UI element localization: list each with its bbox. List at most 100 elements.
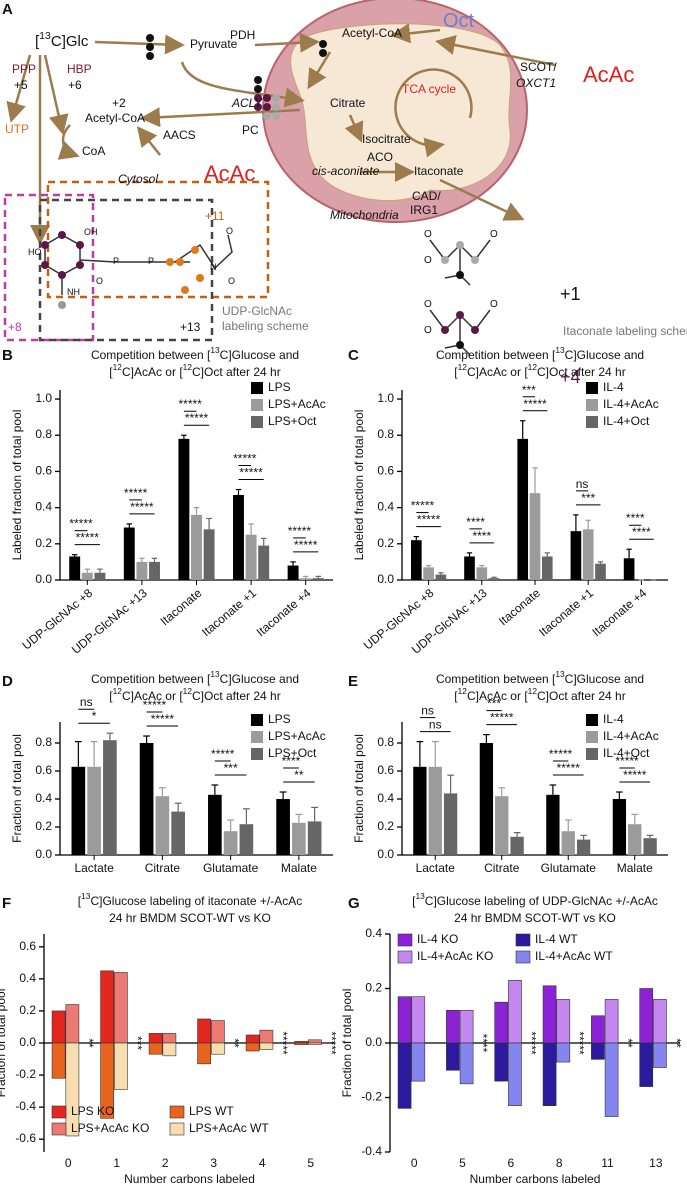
- chart-title: Competition between [13C]Glucose and: [91, 345, 299, 362]
- legend-label: IL-4+AcAc: [603, 729, 659, 743]
- atom: O: [424, 299, 432, 310]
- label: IRG1: [410, 203, 438, 217]
- x-tick-label: 3: [210, 1156, 217, 1170]
- bar: [114, 1042, 128, 1090]
- bar: [245, 1042, 260, 1052]
- x-tick-label: Itaconate +4: [590, 586, 650, 640]
- label: Cytosol: [118, 172, 158, 186]
- x-tick-label: Itaconate +4: [254, 586, 314, 640]
- arrow: [180, 61, 305, 108]
- bar: [312, 578, 324, 580]
- bar: [223, 831, 238, 855]
- legend-swatch: [251, 416, 263, 428]
- bar: [123, 527, 135, 580]
- significance-label: *****: [615, 754, 639, 768]
- y-tick-label: 0.2: [19, 1003, 36, 1017]
- legend-label: IL-4+Oct: [603, 746, 650, 760]
- arrow: [43, 54, 69, 135]
- label: cis-aconitate: [312, 164, 380, 178]
- bar: [494, 1001, 509, 1044]
- bar: [162, 1042, 177, 1057]
- bar: [595, 563, 606, 580]
- x-tick-label: Itaconate +1: [199, 586, 259, 640]
- bar: [259, 1042, 274, 1050]
- significance-label: **: [621, 1038, 635, 1048]
- bar: [612, 799, 627, 855]
- y-tick-label: 0.4: [377, 500, 394, 514]
- significance-label: *****: [417, 513, 441, 527]
- significance-label: *****: [69, 517, 93, 531]
- significance-label: *: [92, 709, 97, 723]
- bar: [294, 1042, 308, 1045]
- bar: [197, 1018, 211, 1044]
- bar: [542, 1042, 557, 1106]
- significance-label: *****: [143, 698, 167, 712]
- bar: [423, 567, 434, 580]
- legend-swatch: [586, 748, 598, 760]
- y-tick-label: 0.0: [19, 1035, 36, 1049]
- bar: [488, 578, 500, 580]
- legend-label: IL-4: [603, 380, 624, 394]
- bar: [178, 438, 190, 580]
- x-tick-label: Malate: [617, 861, 653, 875]
- legend-label: LPS KO: [71, 1104, 114, 1118]
- significance-label: *****: [411, 499, 435, 513]
- significance-label: *****: [239, 466, 263, 480]
- label: AACS: [163, 128, 196, 142]
- significance-label: *****: [557, 761, 581, 775]
- panel-label: A: [2, 1, 13, 18]
- legend-swatch: [251, 714, 263, 726]
- bar: [69, 556, 81, 580]
- bar: [576, 839, 591, 855]
- bar: [541, 556, 553, 580]
- x-tick-label: Lactate: [416, 861, 456, 875]
- panel-label: G: [348, 895, 360, 912]
- legend-label: LPS: [268, 380, 291, 394]
- y-tick-label: 0.2: [35, 819, 52, 833]
- y-tick-label: 0.0: [377, 847, 394, 861]
- legend-label: LPS WT: [189, 1104, 234, 1118]
- chart-title: [12C]AcAc or [12C]Oct after 24 hr: [454, 362, 625, 379]
- y-tick-label: 0.6: [377, 464, 394, 478]
- label: PC: [242, 123, 259, 137]
- y-tick-label: 0.6: [19, 939, 36, 953]
- significance-label: *****: [76, 531, 100, 545]
- significance-label: *****: [294, 538, 318, 552]
- udp-glcnac: [44, 234, 233, 295]
- bar: [428, 766, 442, 855]
- legend-swatch: [169, 1122, 185, 1136]
- significance-label: ns: [421, 704, 434, 718]
- label: +1: [560, 284, 581, 304]
- arrow: [6, 54, 32, 123]
- bar: [397, 1042, 412, 1109]
- bar: [591, 1015, 605, 1044]
- y-tick-label: 0.8: [377, 735, 394, 749]
- bar: [653, 999, 667, 1044]
- legend-swatch: [251, 382, 263, 394]
- label: Pyruvate: [190, 37, 238, 51]
- bar: [411, 1042, 426, 1082]
- y-tick-label: 0.4: [35, 500, 52, 514]
- bar: [570, 531, 582, 580]
- legend-swatch: [586, 731, 598, 743]
- bar: [191, 514, 202, 580]
- atom: O: [96, 276, 103, 286]
- bar: [410, 540, 422, 580]
- bar: [464, 556, 475, 580]
- x-axis-label: Number carbons labeled: [470, 1172, 601, 1186]
- bar: [446, 1009, 460, 1044]
- bar: [435, 574, 447, 580]
- label: Itaconate labeling scheme: [563, 324, 687, 338]
- bar: [517, 438, 529, 580]
- label: Citrate: [330, 96, 366, 110]
- significance-label: *****: [573, 1031, 587, 1055]
- legend-label: IL-4+AcAc WT: [535, 949, 613, 963]
- bar: [623, 558, 635, 580]
- significance-label: ***: [130, 1036, 144, 1050]
- chart-title: [13C]Glucose labeling of itaconate +/-Ac…: [78, 891, 302, 908]
- box-plus11: [46, 180, 270, 299]
- bar: [65, 1042, 80, 1137]
- legend-swatch: [169, 1105, 185, 1119]
- legend-label: LPS: [268, 712, 291, 726]
- y-tick-label: -0.2: [361, 1090, 382, 1104]
